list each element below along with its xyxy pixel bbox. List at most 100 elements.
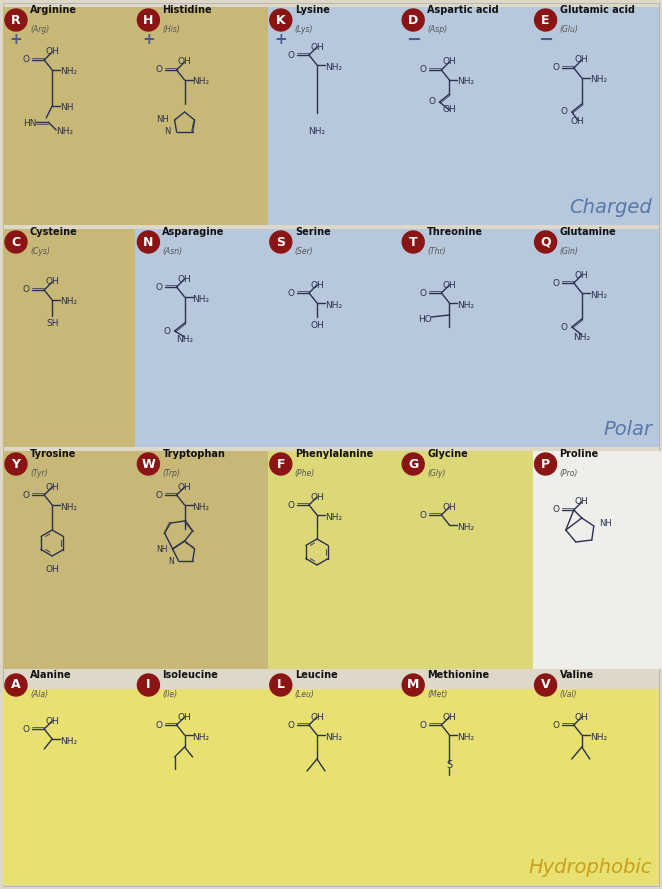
Text: NH₂: NH₂ — [590, 733, 607, 741]
Bar — [268, 451, 533, 669]
Text: OH: OH — [575, 712, 589, 722]
Text: O: O — [287, 289, 295, 298]
Circle shape — [138, 674, 160, 696]
Text: O: O — [552, 720, 559, 730]
Circle shape — [402, 674, 424, 696]
Text: (Cys): (Cys) — [30, 247, 50, 256]
Text: Polar: Polar — [603, 420, 652, 439]
Text: OH: OH — [177, 275, 191, 284]
Text: SH: SH — [46, 319, 58, 329]
Text: (Asn): (Asn) — [162, 247, 183, 256]
Text: Phenylalanine: Phenylalanine — [295, 449, 373, 459]
Circle shape — [270, 231, 292, 253]
Text: R: R — [11, 13, 21, 27]
Text: (Tyr): (Tyr) — [30, 469, 48, 478]
Text: D: D — [408, 13, 418, 27]
Text: (Glu): (Glu) — [559, 25, 579, 34]
Circle shape — [5, 674, 27, 696]
Circle shape — [138, 231, 160, 253]
Text: (Ile): (Ile) — [162, 690, 177, 699]
Text: O: O — [420, 510, 427, 519]
Text: NH₂: NH₂ — [176, 334, 193, 343]
Text: N: N — [143, 236, 154, 249]
Text: O: O — [552, 63, 559, 73]
Text: OH: OH — [442, 281, 456, 290]
Text: OH: OH — [310, 43, 324, 52]
Text: Leucine: Leucine — [295, 670, 338, 680]
Circle shape — [402, 231, 424, 253]
Text: OH: OH — [575, 498, 589, 507]
Text: O: O — [23, 491, 30, 500]
Text: K: K — [276, 13, 285, 27]
Text: (Gln): (Gln) — [559, 247, 579, 256]
Text: (Trp): (Trp) — [162, 469, 181, 478]
Text: +: + — [10, 33, 23, 47]
Text: NH₂: NH₂ — [325, 300, 342, 309]
Text: (Pro): (Pro) — [559, 469, 578, 478]
Text: OH: OH — [45, 565, 59, 573]
Text: HN: HN — [23, 119, 36, 129]
Text: (Met): (Met) — [427, 690, 448, 699]
Text: O: O — [428, 98, 436, 107]
Text: NH: NH — [156, 116, 169, 124]
Text: NH₂: NH₂ — [325, 62, 342, 71]
Text: NH₂: NH₂ — [308, 126, 326, 135]
Text: OH: OH — [442, 712, 456, 722]
Text: Hydrophobic: Hydrophobic — [528, 858, 652, 877]
Text: NH₂: NH₂ — [56, 127, 73, 137]
Text: Y: Y — [11, 458, 21, 470]
Text: F: F — [277, 458, 285, 470]
Text: NH₂: NH₂ — [60, 68, 77, 76]
Text: NH₂: NH₂ — [457, 733, 475, 741]
Text: O: O — [552, 278, 559, 287]
Text: (Arg): (Arg) — [30, 25, 49, 34]
Circle shape — [138, 453, 160, 475]
Bar — [3, 7, 268, 225]
Text: −: − — [538, 31, 553, 49]
Text: O: O — [155, 283, 162, 292]
Text: O: O — [23, 55, 30, 65]
Text: O: O — [420, 66, 427, 75]
Text: Aspartic acid: Aspartic acid — [427, 5, 499, 15]
Text: Histidine: Histidine — [162, 5, 212, 15]
Text: NH₂: NH₂ — [60, 736, 77, 746]
Text: OH: OH — [571, 117, 585, 126]
Text: I: I — [146, 678, 151, 692]
Text: NH₂: NH₂ — [590, 291, 607, 300]
Text: NH₂: NH₂ — [325, 733, 342, 741]
Text: O: O — [420, 720, 427, 730]
Text: OH: OH — [177, 58, 191, 67]
Text: OH: OH — [310, 321, 324, 330]
Text: NH: NH — [156, 544, 167, 554]
Text: OH: OH — [442, 502, 456, 511]
Text: (Leu): (Leu) — [295, 690, 314, 699]
Text: OH: OH — [45, 483, 59, 492]
Text: S: S — [446, 760, 452, 770]
Text: W: W — [142, 458, 156, 470]
Text: Isoleucine: Isoleucine — [162, 670, 218, 680]
Text: V: V — [541, 678, 550, 692]
Text: (Asp): (Asp) — [427, 25, 448, 34]
Text: OH: OH — [310, 712, 324, 722]
Text: +: + — [275, 33, 287, 47]
Text: OH: OH — [45, 717, 59, 725]
Circle shape — [5, 231, 27, 253]
Text: NH₂: NH₂ — [60, 502, 77, 511]
Bar — [533, 451, 662, 669]
Circle shape — [5, 9, 27, 31]
Text: (Ala): (Ala) — [30, 690, 48, 699]
Text: NH: NH — [599, 519, 612, 528]
Text: H: H — [143, 13, 154, 27]
Text: (Lys): (Lys) — [295, 25, 313, 34]
Text: G: G — [408, 458, 418, 470]
Text: L: L — [277, 678, 285, 692]
Text: NH₂: NH₂ — [193, 733, 210, 741]
Circle shape — [270, 674, 292, 696]
Text: N: N — [168, 557, 173, 565]
Text: Q: Q — [540, 236, 551, 249]
Text: Glutamine: Glutamine — [559, 227, 616, 237]
Text: Alanine: Alanine — [30, 670, 71, 680]
Text: E: E — [542, 13, 550, 27]
Text: OH: OH — [442, 58, 456, 67]
Text: M: M — [407, 678, 420, 692]
